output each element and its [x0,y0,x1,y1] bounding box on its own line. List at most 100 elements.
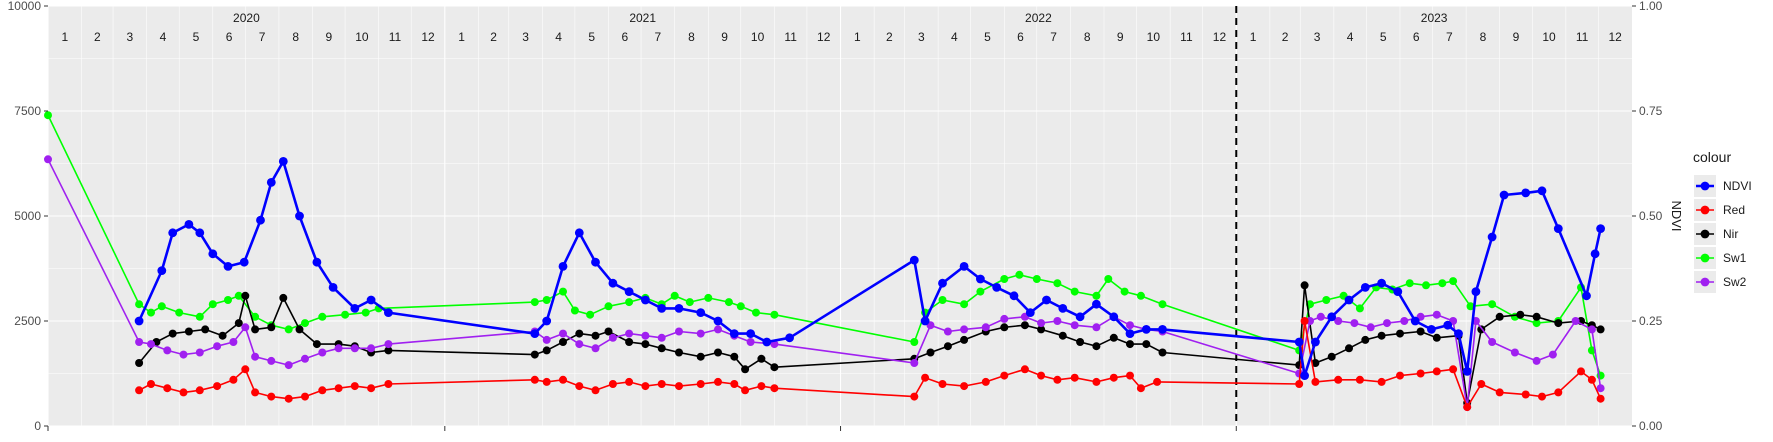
data-point-nir [530,350,539,359]
data-point-nir [1109,333,1118,342]
data-point-red [1377,377,1386,386]
right-axis-tick-label: 0.25 [1639,314,1663,328]
data-point-red [741,386,750,395]
data-point-nir [1300,281,1309,290]
right-axis-tick-label: 0.00 [1639,419,1663,433]
month-label: 9 [325,30,332,44]
data-point-sw2 [1383,319,1391,328]
data-point-ndvi [1125,329,1135,338]
data-point-ndvi [1462,367,1472,376]
left-axis-tick-label: 0 [34,419,41,433]
month-label: 1 [61,30,68,44]
month-label: 5 [193,30,200,44]
data-point-sw2 [44,155,52,164]
month-label: 8 [1480,30,1487,44]
month-label: 8 [292,30,299,44]
data-point-sw1 [1488,300,1497,309]
data-point-ndvi [157,266,167,275]
data-point-sw1 [157,302,166,311]
data-point-red [730,380,739,388]
right-axis-tick-label: 1.00 [1639,0,1663,13]
month-label: 11 [1576,30,1589,44]
data-point-sw2 [675,327,683,336]
left-axis-tick-label: 10000 [8,0,42,13]
data-point-red [1092,377,1101,386]
data-point-red [1538,392,1546,401]
legend-label: Red [1723,203,1745,217]
legend-item-nir: Nir [1694,223,1738,245]
data-point-sw1 [44,111,52,120]
data-point-sw2 [1126,321,1134,330]
data-point-sw1 [1070,287,1079,296]
data-point-red [960,382,969,391]
month-label: 2 [886,30,893,44]
data-point-sw2 [350,344,359,353]
data-point-ndvi [608,278,618,288]
data-point-sw1 [341,310,350,319]
month-label: 11 [389,30,402,44]
data-point-red [1432,367,1441,376]
data-point-sw1 [234,291,243,300]
data-point-sw1 [1355,304,1364,313]
data-point-sw1 [910,338,919,346]
data-point-ndvi [530,329,540,338]
data-point-sw1 [604,302,613,311]
data-point-ndvi [1311,337,1320,347]
month-label: 3 [127,30,134,44]
year-label: 2022 [1025,11,1052,25]
data-point-nir [1416,327,1425,336]
data-point-sw1 [1053,279,1062,288]
month-label: 12 [1609,30,1623,44]
data-point-red [559,375,567,384]
data-point-sw1 [195,312,204,321]
data-point-nir [741,365,750,374]
legend-key-point [1700,253,1710,263]
data-point-sw2 [625,329,634,338]
data-point-sw2 [195,348,204,357]
month-label: 7 [1050,30,1057,44]
data-point-ndvi [1360,283,1370,292]
data-point-nir [675,348,683,357]
data-point-red [241,365,250,374]
data-point-sw2 [1571,317,1580,325]
data-point-sw1 [147,308,155,317]
data-point-sw1 [770,310,779,319]
data-point-sw1 [1449,277,1458,286]
data-point-ndvi [992,283,1002,292]
data-point-sw2 [229,338,238,346]
data-point-sw1 [586,310,595,319]
data-point-ndvi [1471,287,1481,296]
data-point-nir [279,293,288,302]
data-point-ndvi [1294,337,1304,347]
data-point-sw1 [318,312,327,321]
data-point-nir [625,338,634,346]
month-label: 6 [226,30,233,44]
data-point-sw2 [1596,384,1605,393]
data-point-nir [960,335,969,344]
data-point-sw1 [1015,270,1024,279]
data-point-nir [312,340,321,349]
data-point-nir [384,346,393,355]
month-label: 4 [951,30,958,44]
data-point-ndvi [1158,325,1167,334]
data-point-ndvi [350,304,360,313]
legend: colour NDVI Red Nir Sw1 Sw2 [1693,149,1752,293]
data-point-ndvi [591,257,600,267]
data-point-nir [1532,312,1541,321]
data-point-ndvi [1427,325,1436,334]
data-point-ndvi [266,178,276,187]
data-point-red [350,382,359,391]
data-point-ndvi [762,337,772,347]
data-point-nir [1361,335,1370,344]
data-point-sw1 [625,298,634,307]
data-point-red [1577,367,1585,376]
data-point-sw1 [1000,275,1009,283]
legend-item-sw1: Sw1 [1694,247,1747,269]
data-point-sw2 [641,331,650,340]
data-point-ndvi [328,283,338,292]
month-label: 1 [1250,30,1257,44]
data-point-sw2 [179,350,188,359]
data-point-ndvi [729,329,739,338]
data-point-red [1463,403,1472,412]
data-point-nir [184,327,193,336]
